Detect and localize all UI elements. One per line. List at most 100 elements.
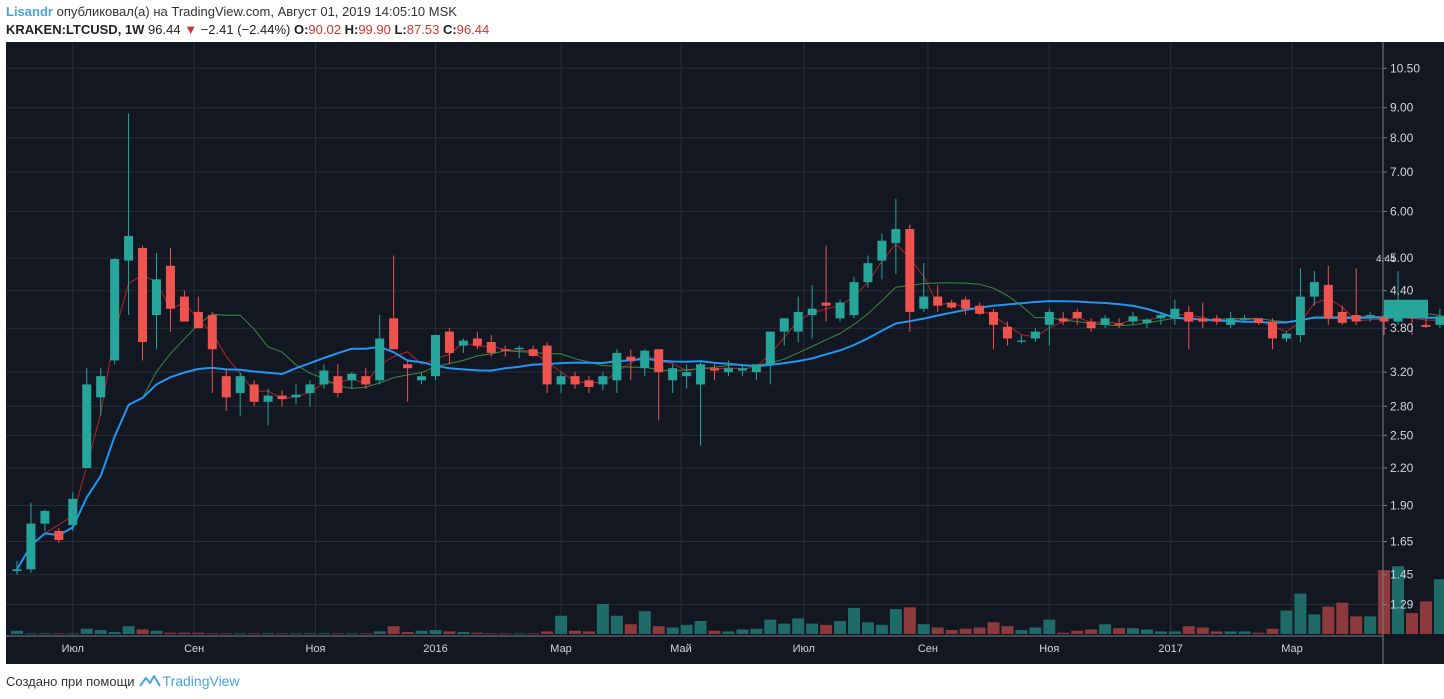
candle (1086, 318, 1096, 332)
candle-body (1198, 318, 1208, 322)
volume-bar (1378, 570, 1391, 634)
chart-axes: 10.50 9.00 8.00 7.00 6.00 5.00 4.40 3.80 3.20 2.8… (6, 42, 1428, 664)
candle-body (193, 311, 203, 329)
volume-bar (457, 632, 470, 634)
candle-body (682, 372, 692, 377)
candle (682, 364, 692, 389)
candle-body (124, 235, 134, 261)
y-tick-label: 5.00 (1390, 251, 1414, 265)
x-tick-label: Сен (918, 643, 938, 655)
tradingview-link[interactable]: TradingView (162, 673, 240, 689)
volume-bar (1252, 632, 1265, 634)
volume-bar (108, 632, 121, 634)
volume-bar (1294, 593, 1307, 634)
x-tick-label: Мар (550, 643, 572, 655)
candle-body (1323, 284, 1333, 319)
volume-bar (806, 623, 819, 634)
volume-bar (303, 633, 316, 635)
candle (403, 360, 413, 402)
candle-body (584, 380, 594, 387)
candle-body (431, 335, 440, 377)
volume-bar (1071, 630, 1084, 634)
candle (1100, 315, 1110, 329)
x-tick-label: Май (670, 643, 692, 655)
close-label: C: (442, 22, 457, 37)
candle (472, 331, 482, 350)
x-tick-label: Июл (62, 643, 84, 655)
candle (1198, 302, 1208, 329)
candle-body (710, 368, 719, 371)
candle-body (1295, 296, 1305, 336)
candle-body (1142, 319, 1152, 323)
candle (1309, 271, 1319, 306)
candle-body (1044, 311, 1054, 325)
candle (542, 342, 552, 393)
candle (40, 509, 50, 531)
candle (235, 372, 245, 416)
candle-body (417, 376, 427, 381)
candle-body (54, 530, 64, 541)
volume-bar (387, 626, 400, 634)
volume-bar (1350, 616, 1363, 634)
volume-bar (178, 632, 191, 634)
candle (1268, 318, 1277, 350)
high-value: 99.90 (358, 22, 391, 37)
volume-bar (1168, 631, 1181, 634)
candle (26, 502, 36, 573)
candle (863, 255, 873, 288)
candle (821, 245, 831, 322)
candle (1002, 321, 1012, 346)
candle-body (1184, 311, 1194, 322)
candle-body (1058, 318, 1068, 322)
volume-bar (52, 633, 65, 635)
candle (54, 527, 64, 544)
author-link[interactable]: Lisandr (6, 4, 53, 19)
candle (612, 349, 622, 393)
volume-bar (596, 604, 609, 634)
close-value: 96.44 (456, 22, 490, 37)
x-tick-label: 2016 (423, 643, 447, 655)
down-triangle-icon: ▼ (184, 22, 198, 37)
candle-body (1016, 340, 1026, 342)
volume-bar (1406, 613, 1418, 634)
candle-body (1337, 311, 1347, 323)
candle (1044, 308, 1054, 346)
candle-body (305, 384, 315, 393)
volume-bar (248, 633, 261, 635)
current-price-tag (1384, 299, 1428, 318)
volume-bar (959, 628, 972, 634)
candle (598, 372, 608, 391)
candle-body (1156, 315, 1166, 319)
candle-body (1435, 316, 1444, 325)
candle-body (919, 296, 929, 309)
candle-body (1309, 282, 1319, 297)
candle-body (1365, 315, 1375, 317)
ma-short-line (16, 243, 1444, 570)
volume-bar (1266, 628, 1279, 634)
candle (1295, 268, 1305, 343)
candle (1365, 311, 1375, 322)
candle (417, 372, 427, 385)
x-tick-label: Сен (184, 643, 204, 655)
volume-bar (164, 632, 177, 634)
candle-body (737, 368, 747, 371)
candle-body (1351, 315, 1361, 322)
candle (696, 360, 706, 446)
candle (1337, 305, 1347, 325)
candle-body (570, 376, 580, 385)
volume-bar (1280, 610, 1293, 634)
volume-bar (1224, 631, 1237, 634)
volume-bar (889, 609, 902, 634)
candle-body (542, 345, 552, 385)
candle (319, 364, 329, 389)
candle-body (207, 315, 217, 350)
candle-body (165, 265, 175, 309)
candle-body (1226, 318, 1236, 325)
price-chart[interactable]: 10.50 9.00 8.00 7.00 6.00 5.00 4.40 3.80 3.20 2.8… (6, 42, 1444, 664)
volume-bar (415, 630, 428, 634)
candle (82, 368, 92, 468)
volume-bar (987, 622, 1000, 634)
candle-body (905, 229, 915, 312)
volume-bar (1392, 566, 1405, 634)
candle (389, 255, 399, 350)
